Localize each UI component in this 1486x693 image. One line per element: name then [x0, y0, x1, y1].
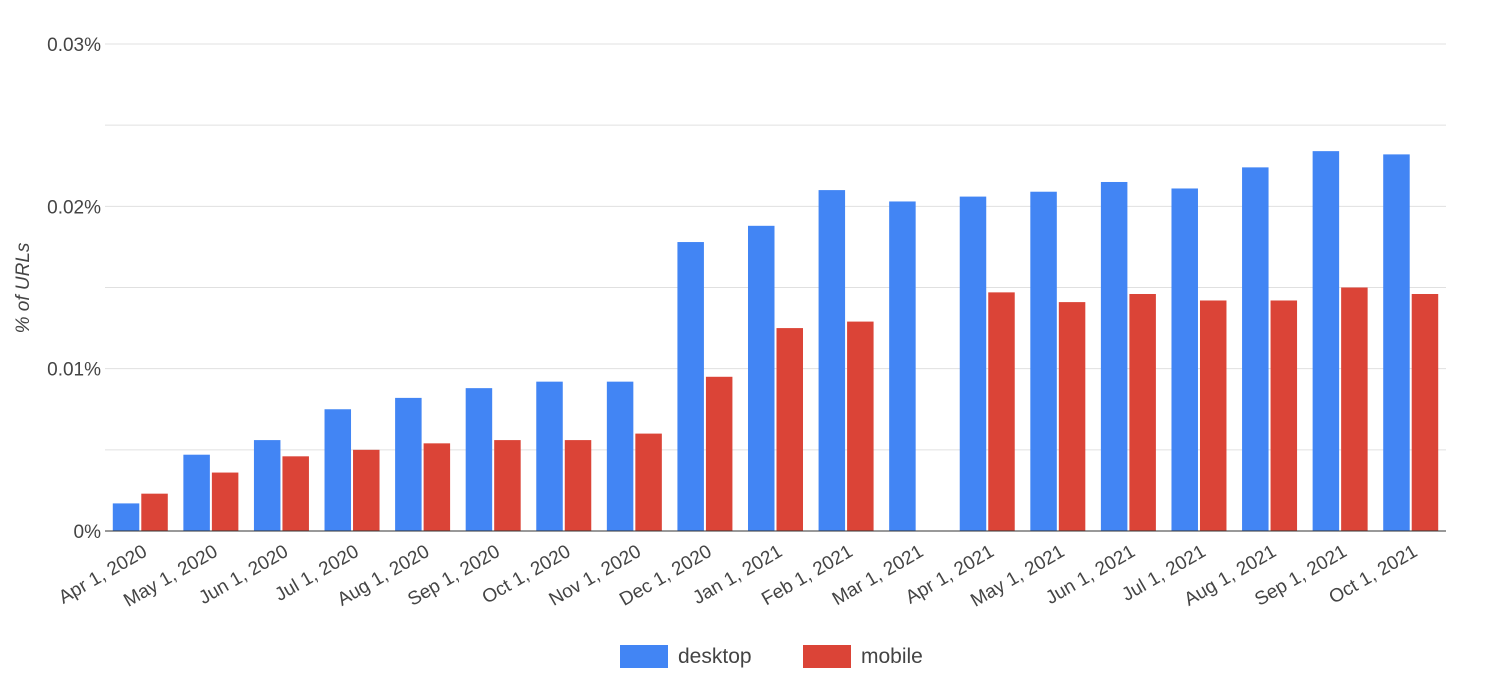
bar-mobile[interactable] [1341, 287, 1368, 532]
y-tick-label: 0% [74, 522, 102, 543]
legend-label: mobile [861, 645, 923, 668]
y-axis-ticks: 0% 0.01% 0.02% 0.03% [47, 35, 101, 543]
y-tick-label: 0.02% [47, 197, 101, 218]
bar-desktop[interactable] [1030, 191, 1057, 531]
bar-desktop[interactable] [748, 225, 775, 531]
bar-desktop[interactable] [1242, 167, 1269, 531]
bar-desktop[interactable] [112, 503, 140, 531]
bar-mobile[interactable] [847, 321, 874, 531]
bar-desktop[interactable] [253, 440, 281, 531]
bar-desktop[interactable] [395, 397, 422, 531]
bar-desktop[interactable] [324, 409, 352, 531]
legend-label: desktop [678, 645, 752, 668]
bar-desktop[interactable] [1383, 154, 1410, 532]
bar-mobile[interactable] [776, 328, 804, 531]
bar-mobile[interactable] [635, 433, 662, 531]
bar-desktop[interactable] [1171, 188, 1198, 531]
bar-mobile[interactable] [988, 292, 1015, 531]
bar-mobile[interactable] [423, 443, 451, 531]
bar-mobile[interactable] [141, 493, 168, 531]
y-axis-label: % of URLs [13, 242, 34, 333]
bar-mobile[interactable] [1058, 302, 1086, 531]
bar-desktop[interactable] [1100, 181, 1128, 531]
bar-desktop[interactable] [889, 201, 916, 532]
bar-desktop[interactable] [959, 196, 987, 532]
bar-mobile[interactable] [564, 440, 592, 531]
bar-desktop[interactable] [818, 190, 846, 531]
bar-desktop[interactable] [183, 454, 210, 531]
bars [112, 151, 1439, 532]
bar-desktop[interactable] [1312, 151, 1340, 531]
y-tick-label: 0.01% [47, 360, 101, 381]
legend-swatch [620, 645, 668, 668]
legend-item-desktop[interactable]: desktop [620, 645, 752, 668]
bar-mobile[interactable] [282, 456, 309, 531]
bar-desktop[interactable] [677, 242, 704, 531]
legend-swatch [803, 645, 851, 668]
bar-desktop[interactable] [606, 381, 634, 531]
bar-desktop[interactable] [536, 381, 563, 531]
legend-item-mobile[interactable]: mobile [803, 645, 923, 668]
legend[interactable]: desktop mobile [620, 645, 923, 668]
bar-mobile[interactable] [211, 472, 239, 531]
bar-mobile[interactable] [1129, 293, 1156, 531]
bar-mobile[interactable] [1199, 300, 1227, 531]
bar-desktop[interactable] [465, 388, 493, 531]
bar-mobile[interactable] [1411, 293, 1439, 531]
bar-mobile[interactable] [353, 449, 380, 531]
bar-mobile[interactable] [1270, 300, 1298, 531]
bar-mobile[interactable] [494, 440, 521, 531]
bar-mobile[interactable] [705, 376, 733, 531]
y-tick-label: 0.03% [47, 35, 101, 56]
